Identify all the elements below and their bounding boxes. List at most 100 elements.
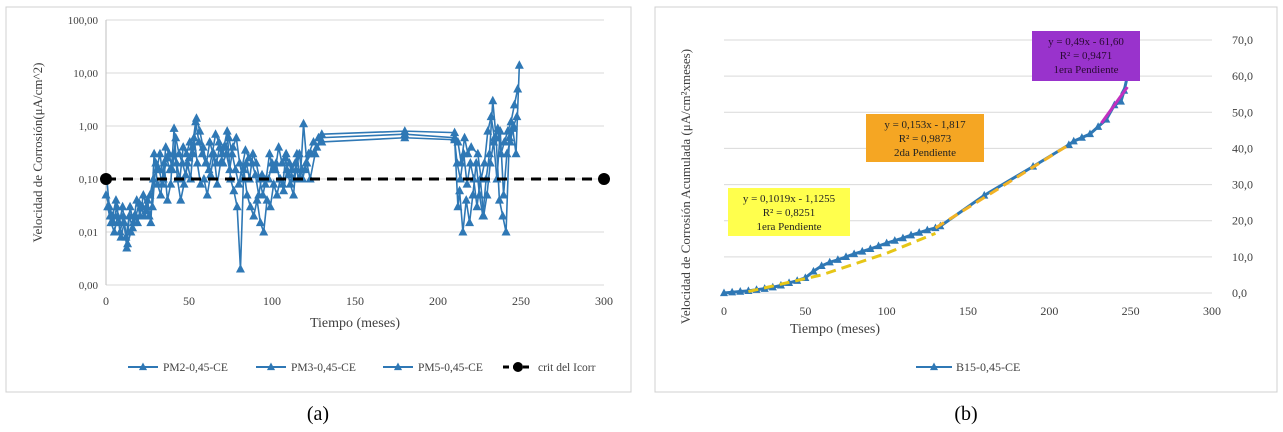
x-tick-label: 250 xyxy=(512,294,530,308)
data-point xyxy=(461,195,471,204)
x-tick-label: 200 xyxy=(1040,304,1058,318)
data-point xyxy=(250,169,260,179)
data-point xyxy=(499,136,509,146)
data-point xyxy=(479,158,489,167)
data-point xyxy=(473,148,483,158)
y-tick-label: 40,0 xyxy=(1232,141,1253,155)
data-point xyxy=(294,148,304,158)
data-point xyxy=(450,127,460,137)
equation-box xyxy=(728,188,850,236)
legend-label: PM2-0,45-CE xyxy=(163,362,228,374)
data-point xyxy=(825,257,834,266)
series-line xyxy=(723,75,1129,295)
data-point xyxy=(188,148,198,158)
data-point xyxy=(465,217,475,227)
data-point xyxy=(866,244,875,253)
data-point xyxy=(498,211,508,220)
data-point xyxy=(833,255,842,263)
data-point xyxy=(719,288,729,297)
data-point xyxy=(245,201,255,211)
data-point xyxy=(128,217,138,227)
data-point xyxy=(205,136,215,146)
data-point xyxy=(194,136,204,146)
data-point xyxy=(301,158,311,167)
data-point xyxy=(495,126,505,135)
data-point xyxy=(111,195,121,204)
data-point xyxy=(229,185,239,195)
data-point xyxy=(509,121,519,130)
data-point xyxy=(890,236,899,244)
data-point xyxy=(471,158,481,167)
data-point xyxy=(265,148,275,158)
data-point xyxy=(179,179,189,188)
data-point xyxy=(241,158,251,167)
data-point xyxy=(135,211,145,220)
data-point xyxy=(499,189,509,199)
data-point xyxy=(265,201,275,211)
data-point xyxy=(271,158,281,167)
data-point xyxy=(228,142,238,151)
y-tick-label: 10,0 xyxy=(1232,250,1253,264)
data-point xyxy=(225,164,235,174)
data-point xyxy=(317,136,327,146)
data-point xyxy=(211,158,221,167)
data-point xyxy=(215,142,225,151)
data-point xyxy=(462,179,472,188)
equation-text: y = 0,1019x - 1,1255 xyxy=(743,193,836,205)
data-point xyxy=(1069,136,1078,145)
data-point xyxy=(192,158,202,167)
data-point xyxy=(299,118,309,128)
data-point xyxy=(105,211,115,220)
data-point xyxy=(118,201,128,211)
data-point xyxy=(152,164,162,174)
data-point xyxy=(259,227,269,236)
data-point xyxy=(1094,122,1103,130)
legend-label: PM5-0,45-CE xyxy=(418,362,483,374)
legend-label: crit del Icorr xyxy=(538,362,596,374)
x-tick-label: 50 xyxy=(183,294,195,308)
trendline xyxy=(1100,86,1129,125)
trendline xyxy=(748,231,937,294)
y-tick-label: 30,0 xyxy=(1232,178,1253,192)
data-point xyxy=(112,201,122,211)
x-tick-label: 100 xyxy=(263,294,281,308)
data-point xyxy=(465,158,475,167)
data-point xyxy=(235,158,245,167)
data-point xyxy=(162,195,172,204)
data-point xyxy=(505,136,515,146)
data-point xyxy=(472,201,482,211)
equation-text: R² = 0,9471 xyxy=(1060,50,1113,62)
data-point xyxy=(458,227,468,236)
chart-b: 0,0 10,0 20,0 30,0 40,0 50,0 60,0 70,0 0 50 100 150… xyxy=(678,31,1253,374)
data-point xyxy=(850,249,859,258)
y-tick-label: 0,0 xyxy=(1232,286,1247,300)
data-point xyxy=(514,60,524,69)
data-point xyxy=(161,142,171,151)
y-tick-label: 0,01 xyxy=(79,227,98,239)
data-point xyxy=(166,179,176,188)
data-point xyxy=(400,132,410,142)
data-point xyxy=(459,148,469,158)
data-point xyxy=(138,189,148,199)
data-point xyxy=(509,99,519,109)
data-point xyxy=(208,148,218,158)
data-point xyxy=(494,195,504,204)
data-point xyxy=(512,111,522,121)
data-point xyxy=(262,195,272,204)
data-point xyxy=(222,126,232,135)
data-point xyxy=(453,201,463,211)
data-point xyxy=(466,142,476,151)
data-point xyxy=(206,169,216,179)
data-point xyxy=(858,246,867,255)
data-point xyxy=(168,148,178,158)
equation-text: R² = 0,9873 xyxy=(899,133,952,145)
data-point xyxy=(145,189,155,199)
data-point xyxy=(169,123,179,132)
data-point xyxy=(221,148,231,158)
data-point xyxy=(174,148,184,158)
x-tick-label: 300 xyxy=(1203,304,1221,318)
data-point xyxy=(182,148,192,158)
data-point xyxy=(249,211,259,220)
trendline xyxy=(934,143,1070,230)
y-tick-label: 20,0 xyxy=(1232,214,1253,228)
